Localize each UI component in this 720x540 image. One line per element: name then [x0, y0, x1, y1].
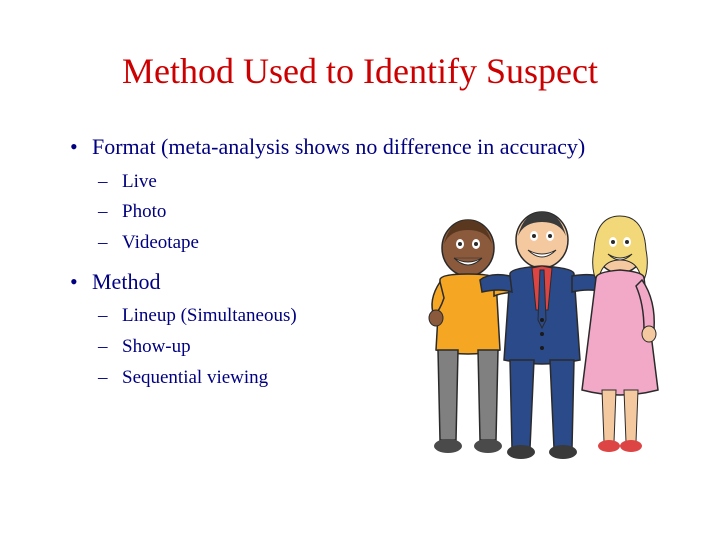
people-lineup-illustration — [410, 190, 670, 470]
lineup-icon — [410, 190, 670, 470]
bullet-format: Format (meta-analysis shows no differenc… — [70, 132, 670, 163]
slide: Method Used to Identify Suspect Format (… — [0, 0, 720, 540]
slide-title: Method Used to Identify Suspect — [50, 50, 670, 92]
person-3 — [582, 216, 658, 452]
